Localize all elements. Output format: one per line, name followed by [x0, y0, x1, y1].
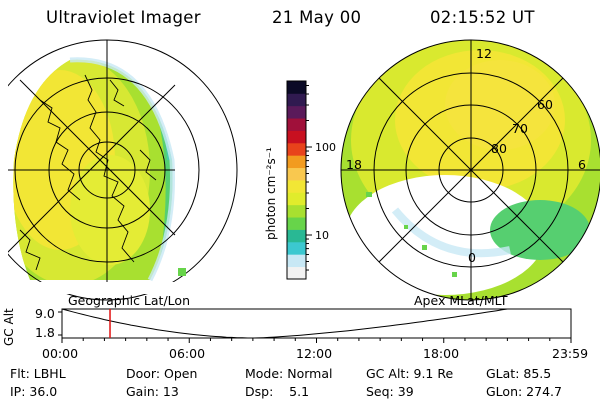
- colorbar-swatch: [287, 266, 306, 280]
- status-ip: IP: 36.0: [10, 384, 58, 399]
- mlt-label-0: 0: [468, 250, 476, 265]
- geographic-caption: Geographic Lat/Lon: [68, 293, 190, 308]
- data-speck: [452, 272, 457, 277]
- timeline-ytick-bottom: 1.8: [35, 325, 55, 340]
- colorbar-swatch: [287, 118, 306, 131]
- colorbar-swatch: [287, 155, 306, 169]
- colorbar-swatch: [287, 192, 306, 206]
- status-door: Door: Open: [126, 366, 198, 381]
- timeline-axis-label: GC Alt: [2, 308, 16, 346]
- status-gain: Gain: 13: [126, 384, 179, 399]
- mlt-label-12: 12: [476, 46, 492, 61]
- date-label: 21 May 00: [272, 8, 362, 27]
- mlt-label-18: 18: [346, 157, 362, 172]
- data-speck: [366, 192, 372, 197]
- timeline-xtick-2359: 23:59: [552, 346, 589, 361]
- status-glon: GLon: 274.7: [486, 384, 562, 399]
- altitude-curve: [61, 308, 571, 339]
- mlat-label-60: 60: [537, 97, 553, 112]
- timeline-xtick-0600: 06:00: [169, 346, 206, 361]
- mlat-label-80: 80: [491, 141, 507, 156]
- status-glat: GLat: 85.5: [486, 366, 552, 381]
- colorbar-swatch: [287, 130, 306, 144]
- colorbar-unit-label: photon cm⁻²s⁻¹: [264, 147, 278, 240]
- colorbar-swatch: [287, 142, 306, 156]
- instrument-title: Ultraviolet Imager: [46, 8, 201, 27]
- data-speck: [422, 245, 427, 250]
- colorbar-tick-label: 10: [315, 229, 329, 242]
- timeline-xtick-1200: 12:00: [296, 346, 333, 361]
- status-seq: Seq: 39: [366, 384, 414, 399]
- apex-caption: Apex MLat/MLT: [414, 293, 508, 308]
- colorbar-swatch: [287, 204, 306, 218]
- mlt-label-6: 6: [578, 157, 586, 172]
- status-gc-alt: GC Alt: 9.1 Re: [366, 366, 454, 381]
- data-speck: [404, 225, 408, 229]
- timeline-xtick-0000: 00:00: [42, 346, 79, 361]
- status-filter: Flt: LBHL: [10, 366, 66, 381]
- timeline-frame: [61, 308, 572, 339]
- colorbar-swatch: [287, 241, 306, 255]
- timeline-ytick-top: 9.0: [35, 306, 55, 321]
- colorbar-swatch: [287, 254, 306, 268]
- status-dsp: Dsp: 5.1: [245, 384, 310, 399]
- colorbar-frame: [286, 80, 307, 280]
- timeline-xtick-1800: 18:00: [423, 346, 460, 361]
- time-label: 02:15:52 UT: [430, 8, 535, 27]
- colorbar-swatch: [287, 180, 306, 193]
- status-mode: Mode: Normal: [245, 366, 333, 381]
- colorbar-swatch: [287, 93, 306, 107]
- colorbar-swatch: [287, 81, 306, 94]
- colorbar-swatch: [287, 105, 306, 119]
- data-speck: [178, 268, 186, 276]
- colorbar-swatch: [287, 229, 306, 243]
- mlat-label-70: 70: [512, 121, 528, 136]
- colorbar-swatch: [287, 217, 306, 230]
- colorbar-swatch: [287, 167, 306, 181]
- colorbar-tick-label: 100: [315, 141, 336, 154]
